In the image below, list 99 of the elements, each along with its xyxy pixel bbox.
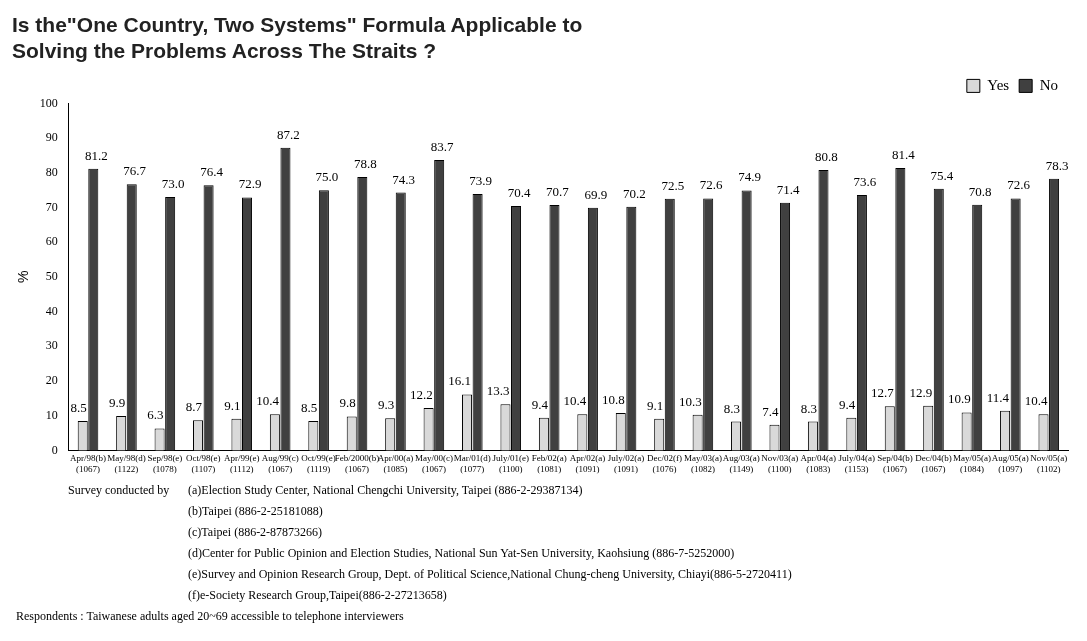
data-label: 10.8	[602, 391, 625, 407]
data-label: 70.4	[507, 185, 531, 201]
data-label: 13.3	[486, 383, 510, 399]
data-label: 9.4	[531, 396, 549, 412]
data-label: 10.4	[1024, 393, 1049, 409]
x-tick-label: Mar/01(d) (1077)	[453, 453, 491, 474]
text: (c)Taipei (886-2-87873266)	[187, 524, 324, 541]
x-tick-label: Apr/98(b) (1067)	[70, 453, 107, 474]
data-label: 9.9	[108, 394, 126, 410]
y-tick-label: 50	[45, 269, 58, 284]
data-label: 87.2	[277, 126, 300, 142]
data-label: 11.4	[986, 389, 1010, 405]
data-label: 6.3	[147, 407, 164, 423]
data-label: 10.4	[256, 393, 280, 409]
x-tick-label: Dec/04(b) (1067)	[915, 453, 952, 474]
data-label: 76.7	[123, 163, 147, 179]
y-tick-label: 10	[45, 407, 58, 422]
data-label: 73.0	[161, 176, 185, 192]
x-tick-label: May/98(d) (1122)	[107, 453, 146, 474]
text: Respondents : Taiwanese adults aged 20~69 accessible to telephone interviewers	[15, 608, 405, 625]
x-tick-label: Aug/05(a) (1097)	[991, 453, 1029, 474]
x-tick-label: May/05(a) (1084)	[952, 453, 991, 474]
x-tick-label: May/00(c) (1067)	[414, 453, 453, 474]
x-tick-label: July/04(a) (1153)	[838, 453, 875, 474]
data-label: 9.8	[339, 395, 356, 411]
y-tick-label: 70	[45, 199, 58, 214]
data-label: 74.3	[392, 171, 416, 187]
x-tick-label: Feb/02(a) (1081)	[531, 453, 567, 474]
y-tick-label: 80	[45, 164, 58, 179]
data-label: 12.7	[871, 385, 895, 401]
y-tick-label: 0	[51, 442, 58, 457]
data-label: 12.9	[909, 384, 933, 400]
data-label: 70.8	[968, 183, 992, 199]
legend-label: Yes	[987, 76, 1010, 93]
text: (f)e-Society Research Group,Taipei(886-2-27213658)	[187, 587, 448, 604]
data-label: 81.2	[84, 147, 108, 163]
data-label: 74.9	[738, 169, 761, 185]
data-label: 8.5	[301, 399, 318, 415]
y-tick-label: 40	[45, 303, 58, 318]
data-label: 72.5	[661, 177, 685, 193]
y-axis-title: %	[15, 270, 32, 284]
data-label: 16.1	[448, 373, 472, 389]
data-label: 9.1	[646, 397, 664, 413]
data-label: 8.5	[70, 399, 87, 415]
data-label: 7.4	[762, 403, 780, 419]
text: (a)Election Study Center, National Chengchi University, Taipei (886-2-29387134)	[188, 483, 583, 497]
data-label: 70.2	[622, 185, 646, 201]
x-tick-label: Nov/03(a) (1100)	[761, 453, 799, 474]
data-label: 10.3	[678, 393, 702, 409]
data-label: 75.0	[315, 169, 339, 185]
data-label: 78.8	[353, 155, 377, 171]
x-tick-label: Aug/99(c) (1067)	[261, 453, 299, 474]
data-label: 80.8	[815, 148, 838, 164]
data-label: 70.7	[546, 183, 570, 199]
data-label: 73.9	[469, 172, 492, 188]
data-label: 78.3	[1045, 157, 1069, 173]
x-tick-label: Sep/98(e) (1078)	[147, 453, 183, 474]
text: (e)Survey and Opinion Research Group, Dept. of Political Science,National Chung-cheng University, Chiayi(886-5-2720411)	[187, 566, 793, 583]
y-tick-label: 90	[45, 130, 58, 145]
data-label: 83.7	[430, 138, 455, 154]
y-tick-label: 100	[39, 95, 58, 110]
y-tick-label: 20	[45, 373, 58, 388]
y-tick-label: 60	[45, 234, 58, 249]
x-tick-label: May/03(a) (1082)	[683, 453, 722, 474]
x-tick-label: Apr/02(a) (1091)	[569, 453, 606, 474]
x-tick-label: Oct/99(e) (1119)	[301, 453, 336, 474]
x-tick-label: Oct/98(e) (1107)	[186, 453, 221, 474]
data-label: 72.9	[238, 176, 262, 192]
data-label: 76.4	[200, 164, 224, 180]
chart-title: Is the"One Country, Two Systems" Formula Applicable to Solving the Problems Across The Straits ?	[12, 13, 583, 62]
x-tick-label: July/02(a) (1091)	[607, 453, 645, 474]
data-label: 8.7	[185, 399, 203, 415]
x-tick-label: Aug/03(a) (1149)	[722, 453, 760, 474]
data-label: 9.3	[377, 397, 395, 413]
x-tick-label: Apr/04(a) (1083)	[800, 453, 836, 474]
data-label: 8.3	[723, 400, 741, 416]
data-label: 75.4	[930, 167, 954, 183]
text: (d)Center for Public Opinion and Election Studies, National Sun Yat-Sen University, Kaohsiung (886-7-5252000)	[187, 545, 736, 562]
data-label: 81.4	[891, 146, 916, 162]
data-label: 73.6	[853, 173, 877, 189]
x-tick-label: Apr/99(e) (1112)	[223, 453, 260, 474]
data-label: 8.3	[800, 400, 817, 416]
data-label: 69.9	[584, 186, 608, 202]
data-label: 12.2	[409, 386, 433, 402]
legend-label: No	[1039, 76, 1059, 93]
x-tick-label: July/01(e) (1100)	[492, 453, 529, 474]
data-label: 9.1	[224, 397, 241, 413]
x-tick-label: Dec/02(f) (1076)	[646, 453, 682, 474]
data-label: 72.6	[1007, 177, 1031, 193]
data-label: 10.4	[563, 393, 587, 409]
data-label: 72.6	[699, 177, 724, 193]
text: Survey conducted by	[68, 483, 170, 497]
data-label: 71.4	[776, 181, 800, 197]
x-tick-label: Sep/04(b) (1067)	[877, 453, 913, 474]
y-tick-label: 30	[45, 338, 58, 353]
x-tick-label: Nov/05(a) (1102)	[1030, 453, 1068, 474]
text: (b)Taipei (886-2-25181088)	[187, 503, 324, 520]
data-label: 10.9	[947, 391, 971, 407]
data-label: 9.4	[839, 396, 856, 412]
